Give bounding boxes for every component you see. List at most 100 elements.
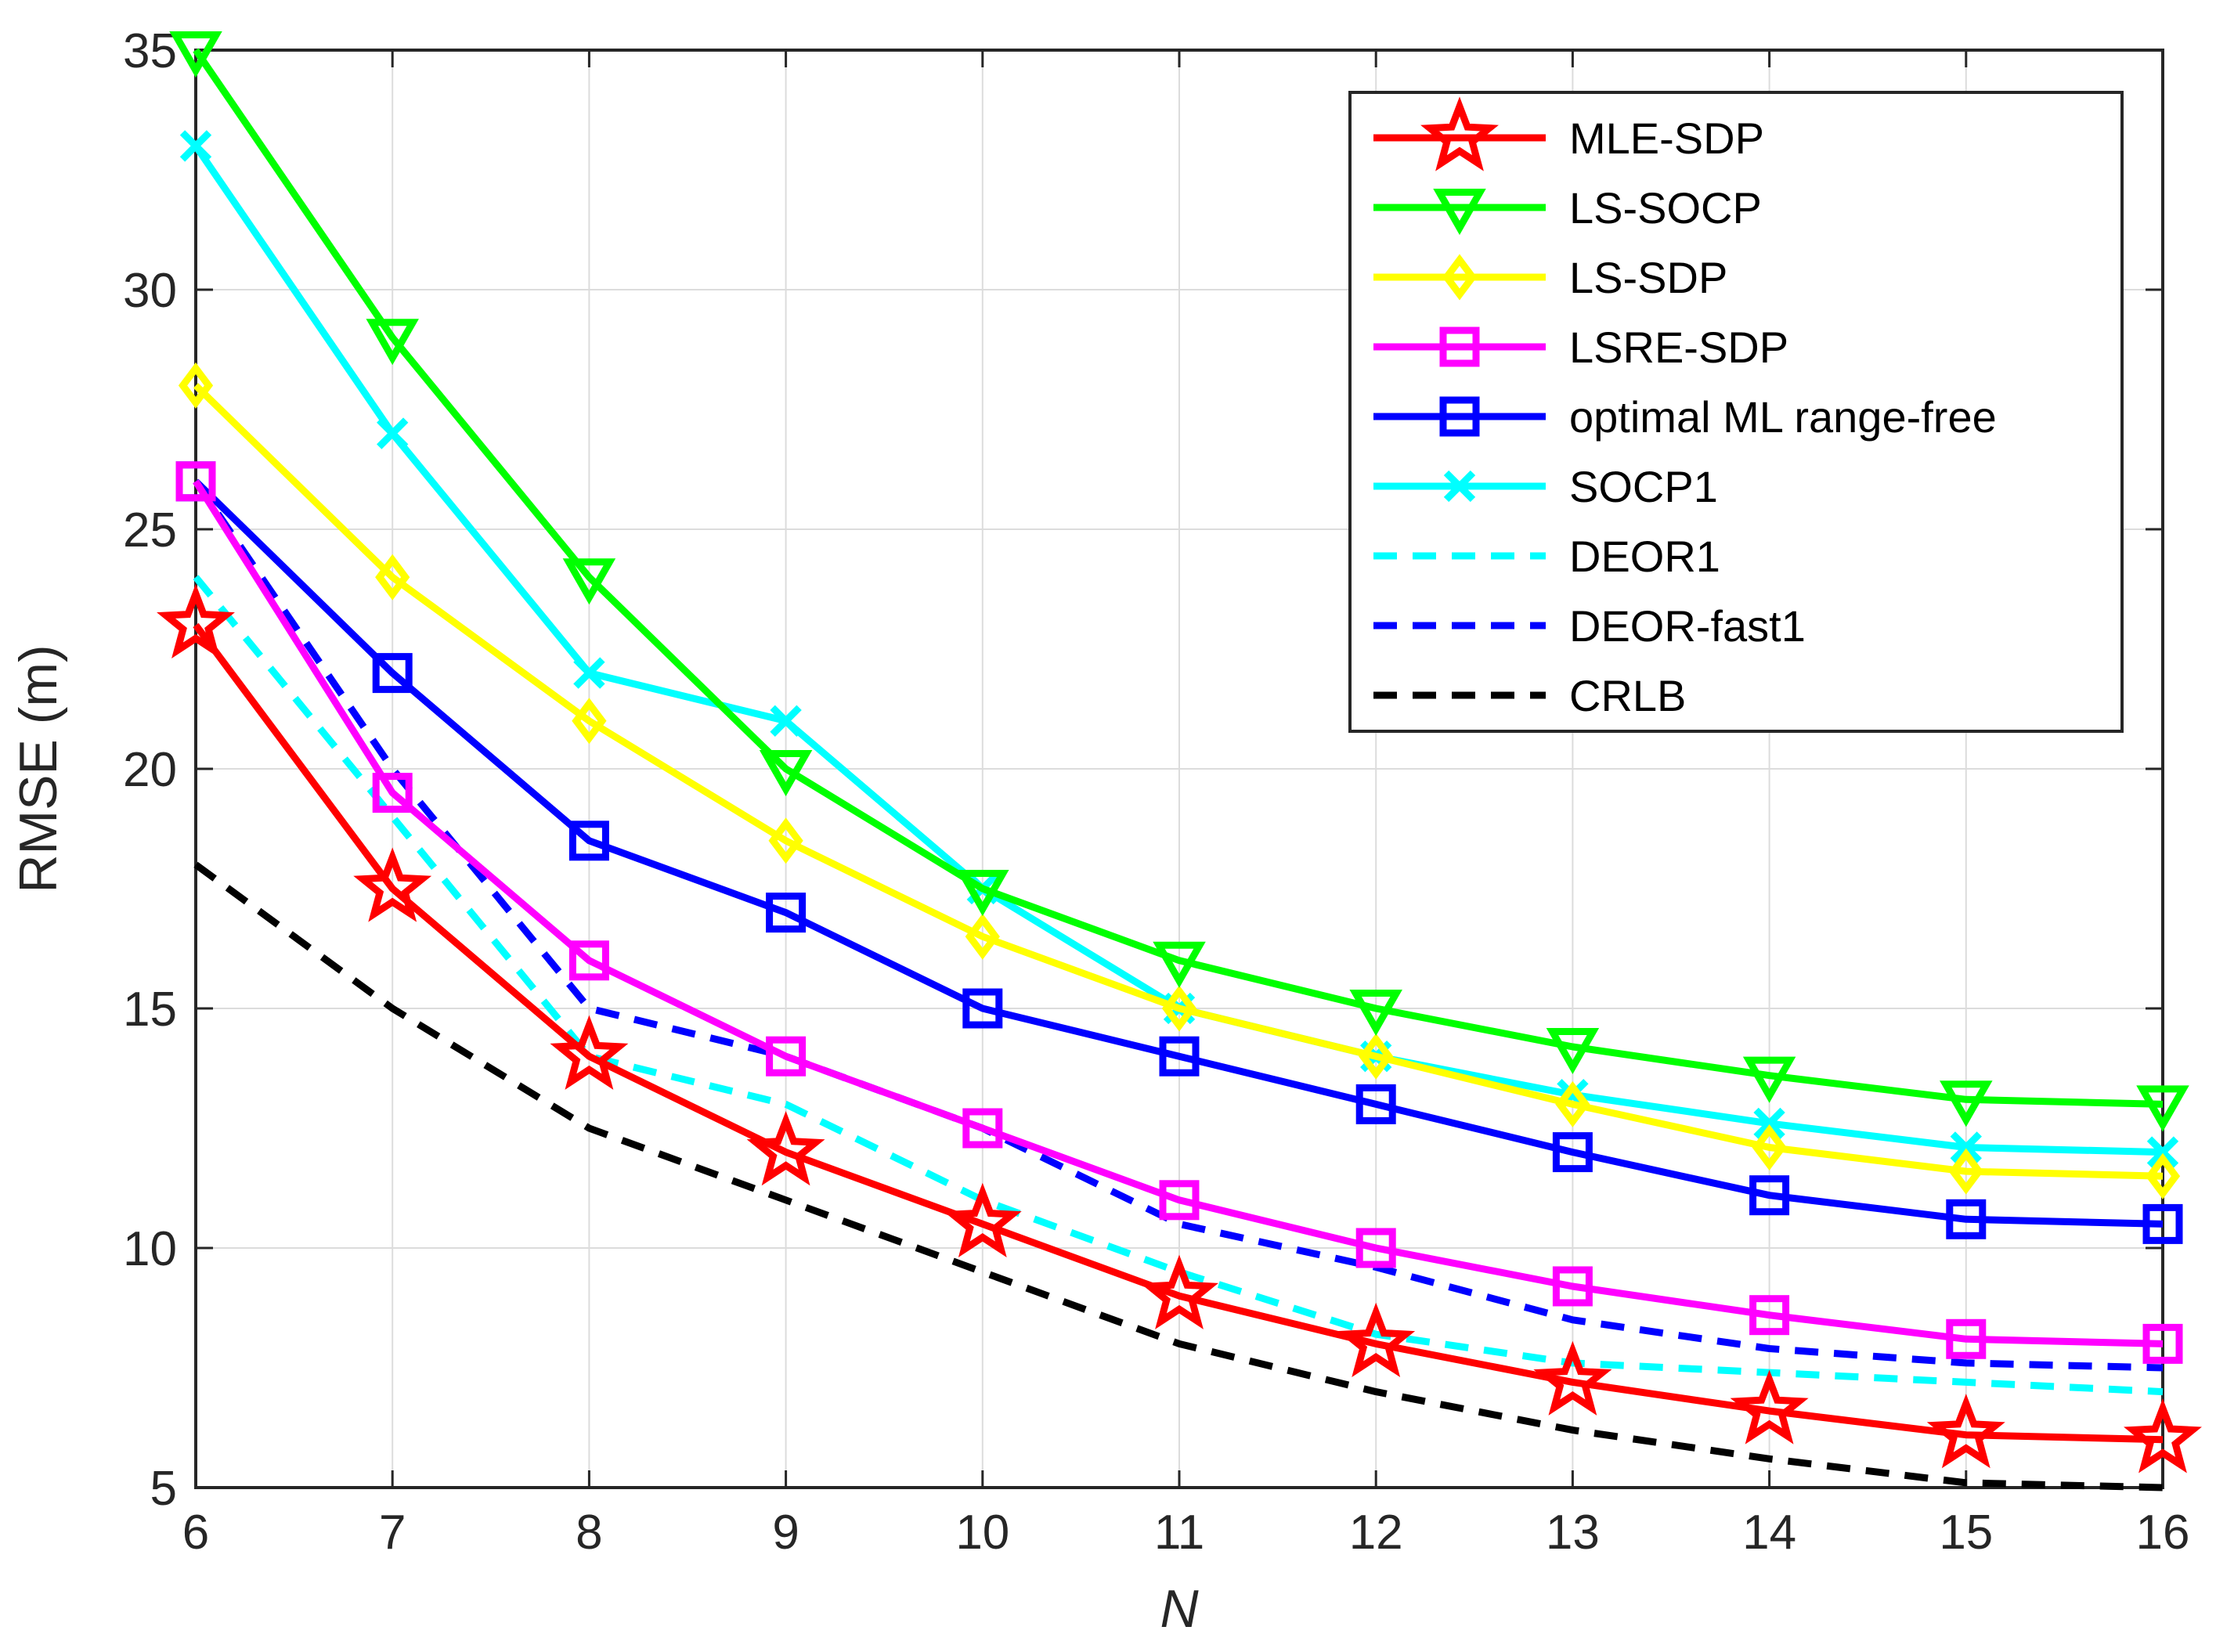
data-point-mle-sdp	[1730, 1369, 1809, 1445]
data-point-mle-sdp	[1926, 1394, 2005, 1469]
series-line-optimal-ml-range-free	[193, 478, 2164, 1228]
x-tick-label: 7	[379, 1506, 406, 1560]
series-deor1	[193, 575, 2164, 1396]
data-point-optimal-ml-range-free	[962, 988, 1003, 1029]
y-tick-label: 25	[123, 503, 177, 557]
x-tick-label: 12	[1349, 1506, 1403, 1560]
data-point-ls-sdp	[178, 362, 214, 409]
x-axis-label: N	[1160, 1579, 1199, 1639]
series-crlb	[193, 861, 2164, 1491]
y-tick-label: 15	[123, 983, 177, 1037]
data-point-lsre-sdp	[372, 773, 413, 813]
legend-marker	[1439, 396, 1480, 437]
data-point-mle-sdp	[943, 1182, 1022, 1258]
data-point-ls-sdp	[965, 913, 1000, 960]
data-point-optimal-ml-range-free	[1355, 1084, 1396, 1124]
data-point-socp1	[377, 417, 409, 449]
data-point-lsre-sdp	[1552, 1266, 1593, 1307]
data-point-ls-socp	[956, 870, 1009, 917]
data-point-optimal-ml-range-free	[1552, 1132, 1593, 1173]
series-mle-sdp	[157, 583, 2202, 1473]
x-tick-label: 13	[1546, 1506, 1600, 1560]
legend-marker	[1439, 326, 1480, 367]
series-ls-socp	[169, 31, 2189, 1132]
series-line-mle-sdp	[193, 622, 2164, 1444]
legend-label: optimal ML range-free	[1569, 392, 1997, 442]
data-point-ls-socp	[169, 31, 222, 78]
data-point-mle-sdp	[746, 1110, 825, 1186]
series-line-crlb	[193, 861, 2164, 1491]
y-tick-label: 35	[123, 24, 177, 78]
legend-label: LS-SOCP	[1569, 183, 1762, 233]
series-line-deor1	[193, 575, 2164, 1396]
legend-entry-deor-fast1: DEOR-fast1	[1373, 601, 1806, 651]
data-point-mle-sdp	[2124, 1398, 2202, 1473]
x-tick-label: 14	[1742, 1506, 1796, 1560]
y-tick-label: 30	[123, 264, 177, 318]
data-point-socp1	[770, 705, 802, 737]
y-tick-label: 20	[123, 743, 177, 797]
legend-label: DEOR-fast1	[1569, 601, 1806, 651]
legend-label: MLE-SDP	[1569, 114, 1764, 163]
legend-marker	[1443, 470, 1476, 503]
data-point-lsre-sdp	[175, 461, 216, 502]
data-point-ls-sdp	[375, 554, 410, 601]
legend-entry-mle-sdp: MLE-SDP	[1373, 96, 1764, 171]
data-point-ls-socp	[1153, 941, 1206, 988]
x-tick-label: 16	[2136, 1506, 2190, 1560]
data-point-ls-socp	[1349, 990, 1402, 1037]
legend-label: LSRE-SDP	[1569, 323, 1788, 372]
data-point-socp1	[1753, 1107, 1785, 1140]
series-ls-sdp	[178, 362, 2181, 1199]
data-point-ls-sdp	[1752, 1124, 1787, 1170]
data-point-optimal-ml-range-free	[2142, 1203, 2183, 1244]
data-point-lsre-sdp	[962, 1108, 1003, 1149]
x-tick-label: 11	[1154, 1506, 1204, 1560]
series-lines	[157, 31, 2202, 1491]
x-tick-label: 8	[576, 1506, 602, 1560]
series-line-deor-fast1	[193, 479, 2164, 1372]
data-point-lsre-sdp	[1749, 1295, 1790, 1336]
x-tick-label: 6	[182, 1506, 209, 1560]
data-point-ls-socp	[1546, 1027, 1600, 1075]
data-point-ls-socp	[2136, 1085, 2189, 1132]
series-line-ls-socp	[193, 48, 2164, 1108]
data-point-ls-sdp	[768, 817, 803, 864]
data-point-mle-sdp	[1337, 1302, 1416, 1378]
data-point-socp1	[573, 657, 605, 689]
series-line-lsre-sdp	[193, 479, 2164, 1347]
data-point-lsre-sdp	[568, 940, 609, 981]
legend: MLE-SDP LS-SOCP LS-SDP LSRE-SDP optimal ML r…	[1348, 91, 2124, 733]
data-point-ls-sdp	[1161, 985, 1197, 1032]
legend-entry-ls-socp: LS-SOCP	[1373, 183, 1762, 236]
axis-ticks: 6 7 8 9 10 11 12 13 14 15 16 5 10 15 20 25 30 35	[123, 24, 2189, 1560]
x-tick-label: 15	[1939, 1506, 1993, 1560]
data-point-mle-sdp	[157, 583, 235, 659]
legend-entry-lsre-sdp: LSRE-SDP	[1373, 323, 1788, 372]
legend-label: LS-SDP	[1569, 253, 1727, 302]
legend-label: DEOR1	[1569, 532, 1720, 581]
data-point-ls-socp	[562, 558, 616, 605]
data-point-ls-socp	[1742, 1056, 1796, 1103]
data-point-socp1	[1950, 1131, 1982, 1163]
legend-entry-optimal-ml-range-free: optimal ML range-free	[1373, 392, 1997, 442]
data-point-ls-sdp	[2145, 1152, 2181, 1199]
y-axis-label: RMSE (m)	[9, 644, 68, 893]
data-point-socp1	[179, 130, 212, 162]
data-point-lsre-sdp	[1946, 1318, 1987, 1359]
data-point-ls-socp	[366, 319, 419, 366]
legend-entry-ls-sdp: LS-SDP	[1373, 253, 1727, 302]
x-tick-label: 10	[955, 1506, 1009, 1560]
data-point-optimal-ml-range-free	[1946, 1199, 1987, 1239]
data-point-ls-sdp	[572, 698, 607, 745]
legend-entry-deor1: DEOR1	[1373, 532, 1720, 581]
y-tick-label: 5	[150, 1462, 177, 1516]
data-point-optimal-ml-range-free	[766, 893, 807, 933]
data-point-ls-socp	[1940, 1080, 1993, 1127]
data-point-ls-sdp	[1359, 1033, 1394, 1080]
data-point-lsre-sdp	[1355, 1228, 1396, 1268]
legend-marker	[1433, 189, 1486, 236]
legend-entry-crlb: CRLB	[1373, 671, 1686, 720]
series-line-ls-sdp	[193, 383, 2164, 1180]
